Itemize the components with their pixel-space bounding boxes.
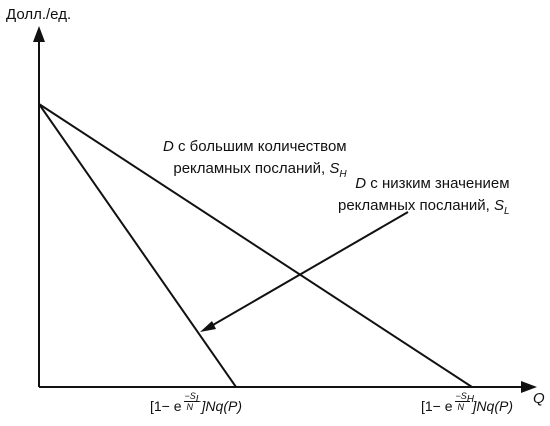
- intercept-high-exponent-subscript: H: [466, 393, 475, 405]
- annotation-high-advertising: D с большим количеством рекламных послан…: [163, 136, 347, 186]
- intercept-label-high: [1− e −SH N]Nq(P): [421, 391, 513, 422]
- x-axis-arrowhead: [521, 381, 537, 393]
- annotation-high-text1: с большим количеством: [173, 138, 347, 155]
- y-axis-label: Долл./ед.: [6, 6, 72, 23]
- demand-line-low: [38, 103, 237, 388]
- intercept-low-exponent-subscript: L: [195, 393, 202, 405]
- intercept-low-fraction-bar: [183, 401, 199, 402]
- intercept-low-open: [1− e: [150, 398, 182, 414]
- intercept-low-exponent-symbol: −S: [184, 391, 196, 401]
- intercept-high-close: ]Nq(P): [472, 398, 513, 414]
- pointer-arrow: [205, 211, 409, 330]
- intercept-high-exponent-symbol: −S: [455, 391, 467, 401]
- intercept-low-exponent-denominator: N: [186, 402, 194, 412]
- intercept-low-close: ]Nq(P): [201, 398, 242, 414]
- annotation-low-symbol-s: S: [494, 197, 505, 214]
- annotation-high-symbol-d: D: [163, 138, 174, 155]
- annotation-high-text2: рекламных посланий,: [173, 160, 330, 177]
- intercept-high-exponent: −SH N: [453, 391, 474, 412]
- intercept-low-exponent: −SL N: [182, 391, 202, 412]
- y-axis-arrowhead: [33, 26, 45, 42]
- intercept-high-open: [1− e: [421, 398, 453, 414]
- annotation-high-subscript: H: [339, 169, 347, 180]
- annotation-high-line1: D с большим количеством: [163, 136, 347, 158]
- annotation-high-line2: рекламных посланий, SH: [163, 158, 347, 186]
- annotation-low-symbol-d: D: [355, 175, 367, 192]
- annotation-low-line1: D с низким значением: [338, 173, 510, 195]
- intercept-label-low: [1− e −SL N]Nq(P): [150, 391, 242, 422]
- pointer-arrowhead: [200, 321, 216, 332]
- intercept-high-exponent-numerator: −SH: [456, 391, 475, 405]
- annotation-low-text2: рекламных посланий,: [338, 197, 494, 214]
- annotation-low-advertising: D с низким значением рекламных посланий,…: [338, 173, 510, 223]
- intercept-high-exponent-denominator: N: [457, 402, 465, 412]
- annotation-low-subscript: L: [504, 206, 510, 217]
- x-axis-label: Q: [533, 390, 545, 407]
- intercept-high-fraction-bar: [454, 401, 470, 402]
- intercept-low-exponent-numerator: −SL: [185, 391, 202, 405]
- annotation-high-symbol-s: S: [329, 160, 340, 177]
- annotation-low-text1: с низким значением: [366, 175, 510, 192]
- demand-line-high: [38, 103, 473, 388]
- annotation-low-line2: рекламных посланий, SL: [338, 195, 510, 223]
